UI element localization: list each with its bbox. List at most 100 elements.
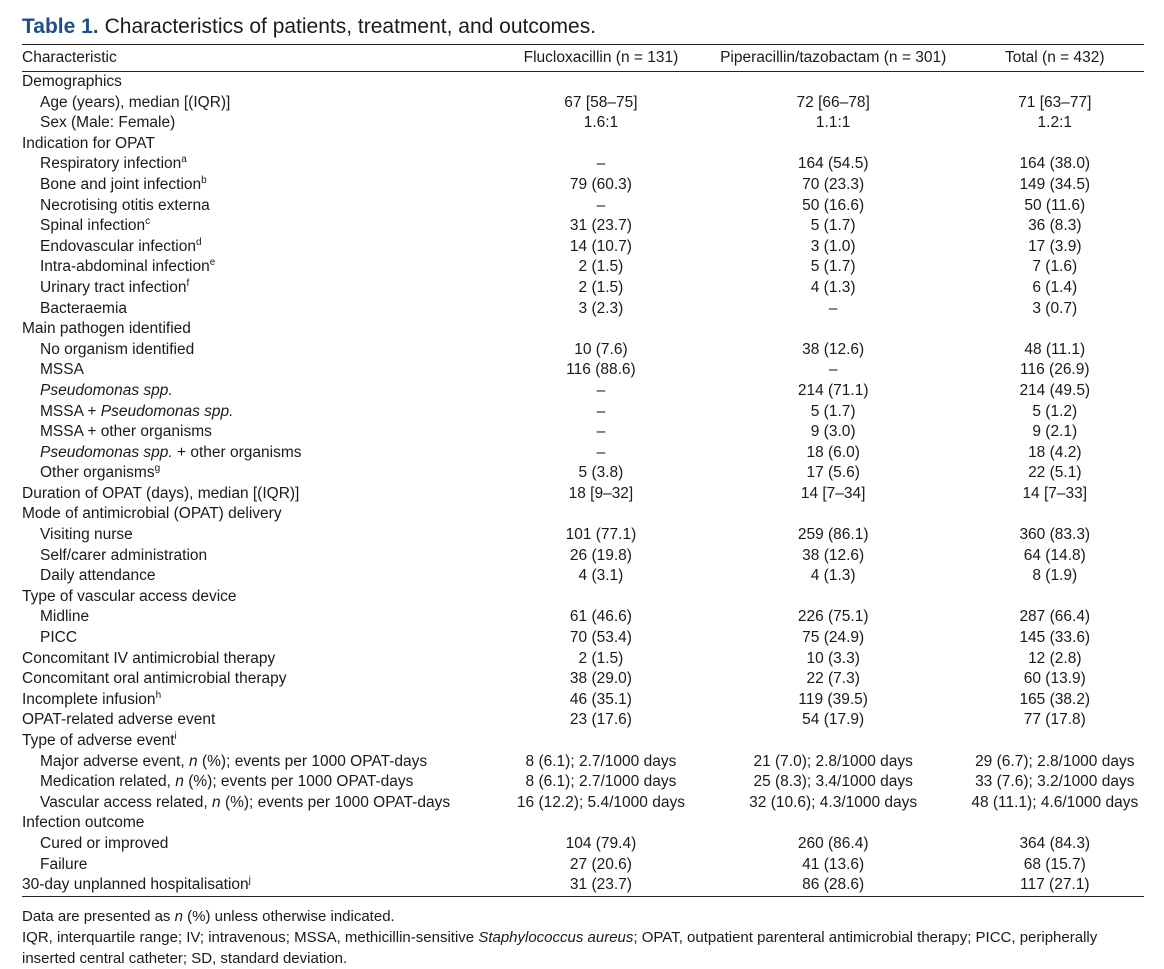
cell-flucloxacillin: 1.6:1 [583, 114, 619, 132]
row-label-suffix: (%); events per 1000 OPAT-days [220, 793, 451, 811]
cell-flucloxacillin: 70 (53.4) [569, 629, 632, 647]
cell-total: 214 (49.5) [1019, 381, 1091, 399]
row-label-text: Type of vascular access device [22, 587, 237, 605]
table-row: Main pathogen identified [22, 319, 1144, 340]
row-label-italic: n [212, 793, 221, 811]
footnote-1-italic: n [174, 908, 183, 925]
cell-total: 14 [7–33] [1022, 484, 1088, 502]
cell-flucloxacillin: 46 (35.1) [569, 690, 632, 708]
cell-flucloxacillin: 31 (23.7) [501, 875, 701, 897]
row-label: Pseudomonas spp. + other organisms [22, 443, 501, 464]
cell-total: 8 (1.9) [1032, 567, 1078, 585]
footnote-2-italic: Staphylococcus aureus [478, 929, 634, 946]
table-row: Spinal infectionc 31 (23.7) 5 (1.7) 36 (8.3… [22, 216, 1144, 237]
row-label-italic: Pseudomonas spp. [100, 402, 234, 420]
row-label-text: Concomitant oral antimicrobial therapy [22, 670, 287, 688]
table-caption: Table 1. Characteristics of patients, tre… [22, 14, 596, 40]
cell-total: 7 (1.6) [1032, 258, 1078, 276]
cell-piperacillin: 10 (3.3) [806, 649, 860, 667]
cell-total: 33 (7.6); 3.2/1000 days [975, 773, 1135, 791]
cell-total: 364 (84.3) [1019, 834, 1091, 852]
table-row: Type of vascular access device [22, 587, 1144, 608]
row-label-suffix: (%); events per 1000 OPAT-days [197, 752, 428, 770]
row-label: Visiting nurse [22, 525, 501, 546]
cell-flucloxacillin [501, 813, 701, 834]
table-row: Necrotising otitis externa – 50 (16.6) 50 (… [22, 196, 1144, 217]
table-label: Table 1. [22, 15, 99, 38]
cell-piperacillin: 70 (23.3) [802, 175, 865, 193]
cell-flucloxacillin: 14 (10.7) [569, 237, 632, 255]
cell-flucloxacillin [501, 504, 701, 525]
row-label-text: Failure [40, 855, 88, 873]
cell-total: 68 (15.7) [1023, 855, 1086, 873]
table-title: Characteristics of patients, treatment, … [104, 15, 597, 38]
table-row: Intra-abdominal infectione 2 (1.5) 5 (1.7)… [22, 257, 1144, 278]
row-label: Duration of OPAT (days), median [(IQR)] [22, 484, 501, 505]
row-label: Self/carer administration [22, 546, 501, 567]
cell-total: 18 (4.2) [1028, 443, 1082, 461]
row-label-italic: Pseudomonas spp. [40, 443, 173, 461]
cell-piperacillin: 41 (13.6) [802, 855, 865, 873]
footnote-2-text: IQR, interquartile range; IV; intravenou… [22, 929, 479, 946]
row-label: PICC [22, 628, 501, 649]
cell-total: 50 (11.6) [1024, 196, 1086, 214]
cell-piperacillin: 259 (86.1) [797, 526, 869, 544]
row-label-text: Bone and joint infection [40, 175, 202, 193]
row-label: Sex (Male: Female) [22, 113, 501, 134]
table-row: Endovascular infectiond 14 (10.7) 3 (1.0) 1… [22, 237, 1144, 258]
cell-total [966, 587, 1144, 608]
cell-flucloxacillin: 26 (19.8) [569, 546, 632, 564]
cell-total: 145 (33.6) [1019, 629, 1091, 647]
row-label-text: Necrotising otitis externa [40, 196, 210, 214]
cell-total: 164 (38.0) [1019, 155, 1091, 173]
row-label: Necrotising otitis externa [22, 196, 501, 217]
cell-piperacillin: 72 [66–78] [796, 93, 870, 111]
cell-piperacillin: 5 (1.7) [810, 402, 856, 420]
cell-total: 6 (1.4) [1032, 278, 1078, 296]
cell-piperacillin: 3 (1.0) [810, 237, 856, 255]
table-row: Bacteraemia 3 (2.3) – 3 (0.7) [22, 299, 1144, 320]
row-label: Vascular access related, n (%); events p… [22, 793, 501, 814]
table-row: Type of adverse eventi [22, 731, 1144, 752]
row-label: Incomplete infusionh [22, 690, 501, 711]
row-label: Concomitant IV antimicrobial therapy [22, 649, 501, 670]
table-row: Concomitant IV antimicrobial therapy 2 (1… [22, 649, 1144, 670]
row-label-text: Infection outcome [22, 814, 145, 832]
row-label: Pseudomonas spp. [22, 381, 501, 402]
footnote-1-text: Data are presented as [22, 908, 175, 925]
row-label-suffix: (%); events per 1000 OPAT-days [183, 773, 414, 791]
row-label: Intra-abdominal infectione [22, 257, 501, 278]
row-label-text: Sex (Male: Female) [40, 114, 176, 132]
cell-piperacillin: 226 (75.1) [797, 608, 869, 626]
cell-piperacillin: 4 (1.3) [810, 278, 856, 296]
row-label-text: MSSA + other organisms [40, 423, 212, 441]
row-label: MSSA [22, 360, 501, 381]
table-row: Cured or improved 104 (79.4) 260 (86.4) 364… [22, 834, 1144, 855]
cell-piperacillin: 18 (6.0) [806, 443, 860, 461]
cell-piperacillin: 9 (3.0) [810, 423, 856, 441]
footnote-marker: g [154, 463, 161, 475]
row-label: 30-day unplanned hospitalisationj [22, 875, 502, 897]
footnote-marker: i [174, 730, 177, 742]
row-label: Concomitant oral antimicrobial therapy [22, 669, 501, 690]
footnote-marker: f [186, 277, 190, 289]
cell-piperacillin [701, 813, 966, 834]
cell-total: 29 (6.7); 2.8/1000 days [975, 752, 1135, 770]
cell-total: 9 (2.1) [1032, 423, 1078, 441]
table-row: Medication related, n (%); events per 10… [22, 772, 1144, 793]
row-label-suffix: + other organisms [172, 443, 302, 461]
row-label-text: Bacteraemia [40, 299, 128, 317]
cell-flucloxacillin: 61 (46.6) [569, 608, 632, 626]
row-label-text: Endovascular infection [40, 237, 196, 255]
table-row: Sex (Male: Female) 1.6:1 1.1:1 1.2:1 [22, 113, 1144, 134]
table-row: Bone and joint infectionb 79 (60.3) 70 (23… [22, 175, 1144, 196]
cell-flucloxacillin: – [596, 196, 606, 214]
cell-flucloxacillin: 18 [9–32] [568, 484, 634, 502]
row-label: Major adverse event, n (%); events per 1… [22, 752, 501, 773]
cell-piperacillin: 50 (16.6) [802, 196, 865, 214]
cell-total [966, 319, 1144, 340]
cell-flucloxacillin: – [596, 402, 606, 420]
table-row: Age (years), median [(IQR)] 67 [58–75] 72 … [22, 93, 1144, 114]
row-label-italic: Pseudomonas spp. [40, 381, 173, 399]
cell-piperacillin: 119 (39.5) [798, 690, 868, 708]
